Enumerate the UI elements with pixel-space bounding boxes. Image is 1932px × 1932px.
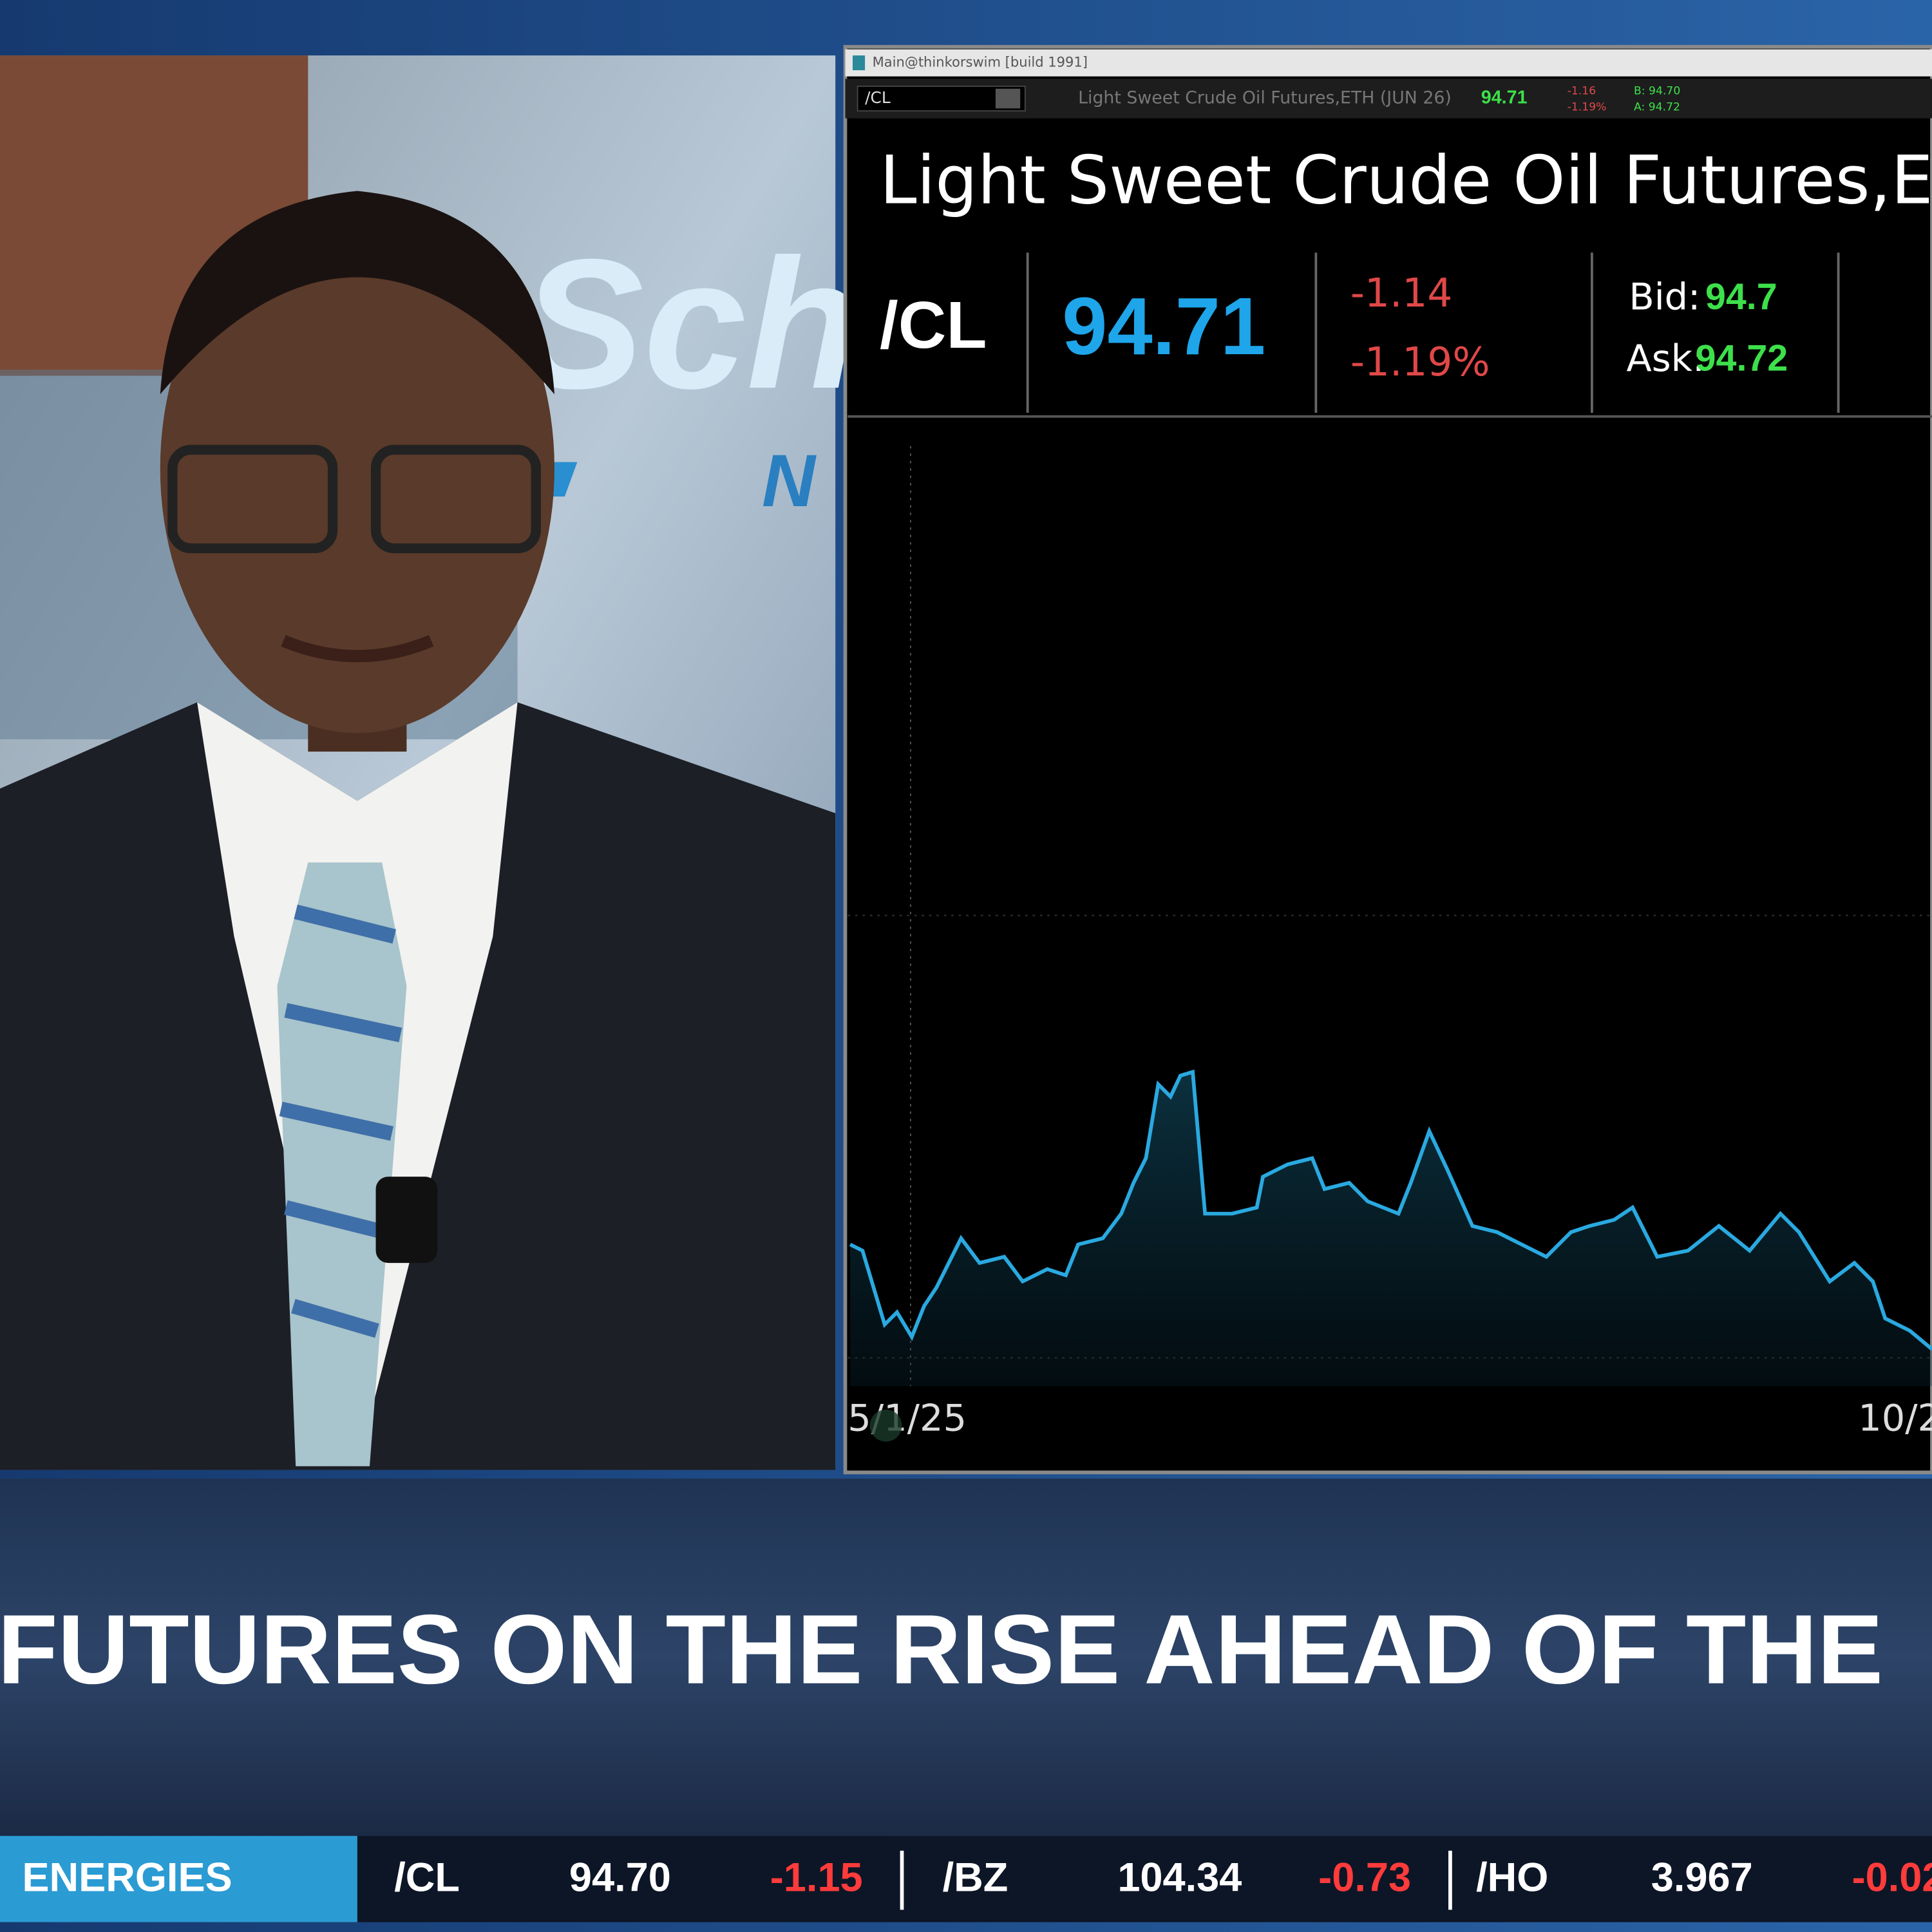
header-bid: B: 94.70	[1634, 85, 1680, 98]
symbol-box[interactable]: /CL	[865, 88, 891, 107]
header-change-pct: -1.19%	[1567, 100, 1607, 113]
ask-label: Ask:	[1627, 337, 1705, 380]
quote-change-pct: -1.19%	[1350, 339, 1490, 385]
header-ask: A: 94.72	[1634, 100, 1680, 113]
window-title: Main@thinkorswim [build 1991]	[873, 54, 1088, 70]
headline: FUTURES ON THE RISE AHEAD OF THE	[0, 1595, 1883, 1705]
x-axis-label: 5/1/25	[848, 1397, 967, 1440]
x-axis-label: 10/2	[1858, 1397, 1932, 1440]
price-chart: 5/1/25 10/2	[848, 446, 1932, 1442]
bid: 94.7	[1705, 276, 1777, 317]
header-last: 94.71	[1481, 88, 1528, 108]
symbol-description: Light Sweet Crude Oil Futures,ETH (JUN 2…	[1078, 88, 1452, 108]
studio-logo-sub: N	[762, 440, 817, 522]
ticker-last: 104.34	[1117, 1855, 1242, 1900]
ticker-change: -1.15	[770, 1855, 863, 1900]
ticker-bar: ENERGIES /CL 94.70 -1.15/BZ 104.34 -0.73/HO 3…	[0, 1835, 1932, 1922]
ask: 94.72	[1696, 338, 1788, 379]
bid-label: Bid:	[1629, 276, 1700, 319]
quote-title: Light Sweet Crude Oil Futures,ET	[880, 142, 1932, 219]
quote-last: 94.71	[1062, 281, 1265, 372]
ticker-last: 94.70	[569, 1855, 671, 1900]
quote-symbol: /CL	[880, 287, 987, 362]
quote-change: -1.14	[1350, 270, 1452, 316]
ticker-symbol: /HO	[1476, 1855, 1548, 1900]
header-change: -1.16	[1567, 85, 1596, 98]
ticker-change: -0.73	[1318, 1855, 1411, 1900]
ticker-symbol: /BZ	[943, 1855, 1009, 1900]
ticker-sector: ENERGIES	[22, 1855, 232, 1900]
lower-third	[0, 1478, 1932, 1836]
presenter-video: Sch N	[0, 55, 860, 1470]
trading-window: Main@thinkorswim [build 1991] /CL Light …	[843, 44, 1932, 1475]
ticker-change: -0.02	[1852, 1855, 1932, 1900]
ticker-last: 3.967	[1651, 1855, 1753, 1900]
ticker-symbol: /CL	[394, 1855, 460, 1900]
studio-logo: Sch	[520, 220, 859, 427]
